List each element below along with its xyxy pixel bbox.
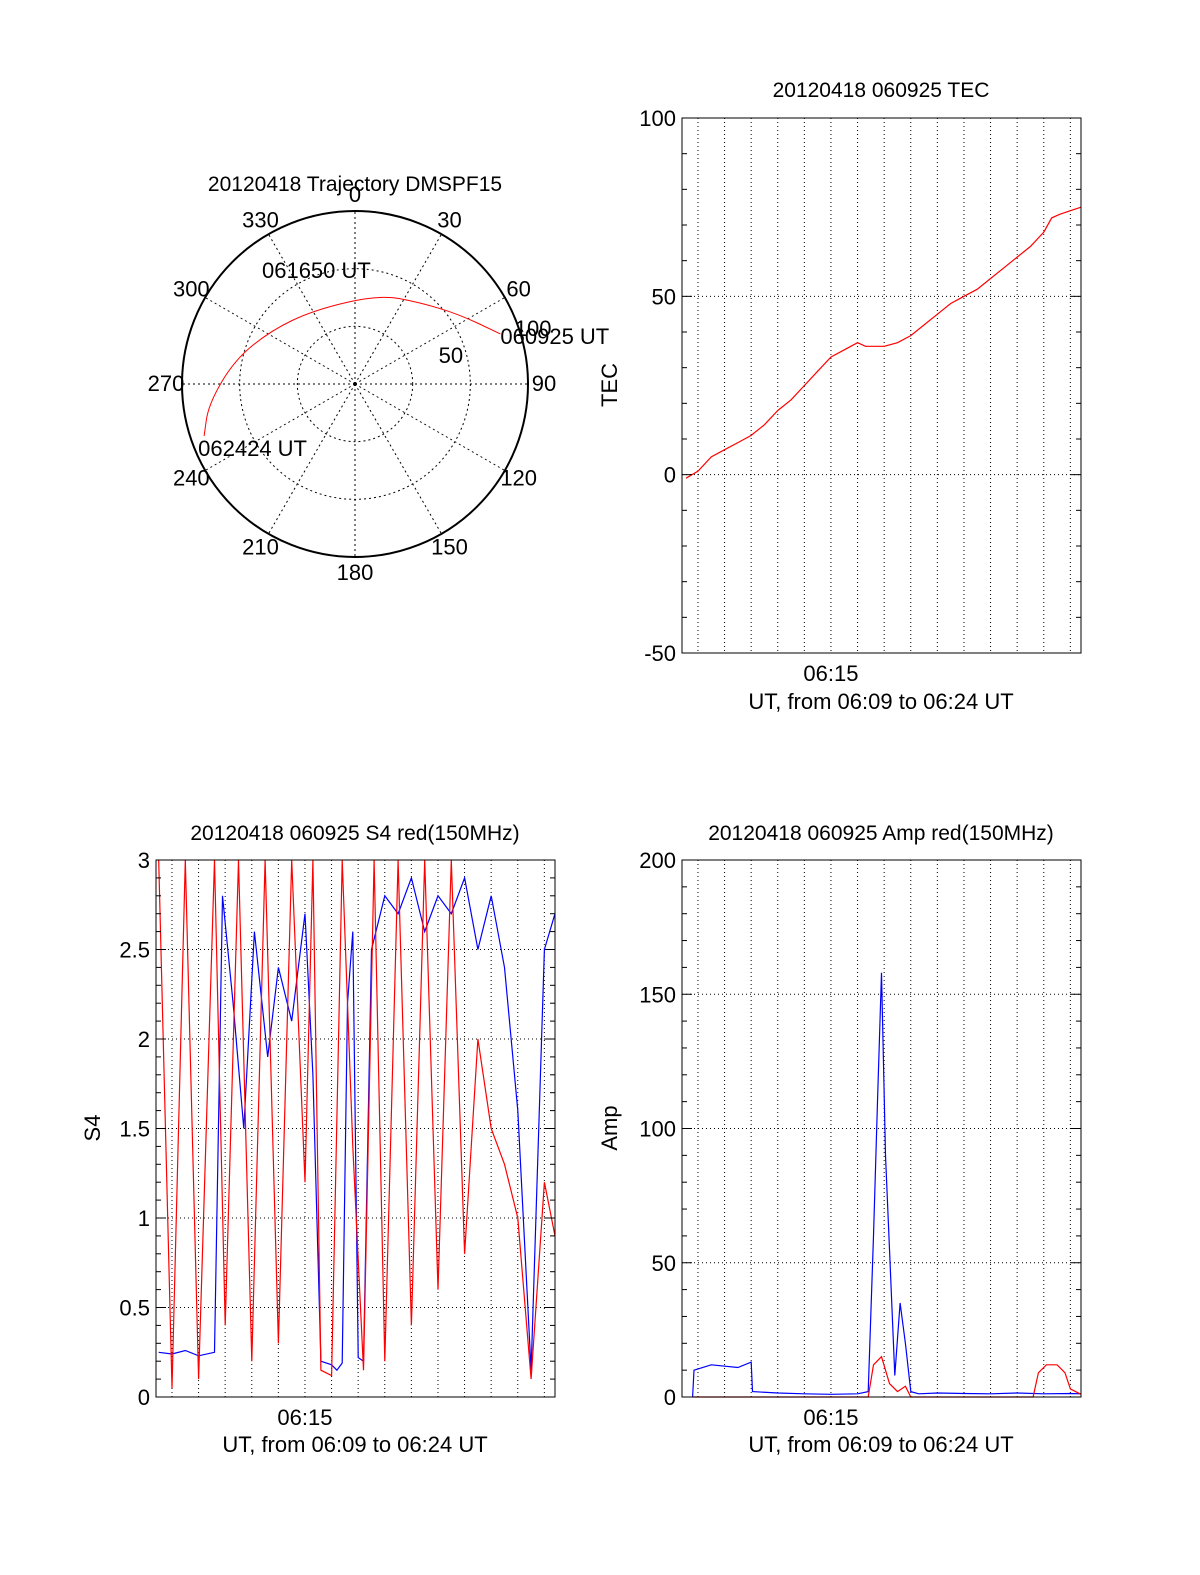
tec-tick-labels: -50 0 50 100 06:15 <box>639 106 858 686</box>
trajectory-line <box>203 296 501 436</box>
x-tick-label: 06:15 <box>277 1405 332 1430</box>
tec-axes <box>681 117 1082 654</box>
amp-title: 20120418 060925 Amp red(150MHz) <box>708 822 1054 845</box>
tec-x-label: UT, from 06:09 to 06:24 UT <box>748 689 1013 714</box>
polar-title: 20120418 Trajectory DMSPF15 <box>208 173 502 196</box>
amp-axes <box>681 859 1082 1398</box>
y-tick-label: 3 <box>138 848 150 873</box>
trajectory-time-label: 060925 UT <box>500 324 609 349</box>
amp-tick-labels: 0 50 100 150 200 06:15 <box>639 848 858 1430</box>
polar-angle-label: 90 <box>532 371 556 396</box>
amp-y-label: Amp <box>597 1105 622 1150</box>
s4-axes <box>155 859 556 1398</box>
polar-angle-label: 300 <box>173 277 210 302</box>
y-tick-label: 0.5 <box>119 1296 150 1321</box>
trajectory-time-label: 062424 UT <box>198 436 307 461</box>
polar-angle-label: 270 <box>148 371 185 396</box>
amp-x-label: UT, from 06:09 to 06:24 UT <box>748 1432 1013 1457</box>
polar-angle-label: 330 <box>242 207 279 232</box>
x-tick-label: 06:15 <box>803 1405 858 1430</box>
tec-grid <box>682 117 1081 654</box>
y-tick-label: 200 <box>639 848 676 873</box>
polar-spoke-300 <box>204 297 356 385</box>
polar-spoke-240 <box>204 383 356 471</box>
series-line-1 <box>692 1355 1082 1398</box>
s4-y-label: S4 <box>80 1115 105 1142</box>
amp-grid <box>682 859 1081 1398</box>
plot-frame <box>681 859 1082 1398</box>
polar-angle-label: 210 <box>242 535 279 560</box>
polar-angle-label: 150 <box>431 535 468 560</box>
polar-angle-label: 240 <box>173 466 210 491</box>
s4-grid <box>156 859 555 1398</box>
polar-spoke-30 <box>354 233 442 385</box>
y-tick-label: 1 <box>138 1206 150 1231</box>
trajectory-time-label: 061650 UT <box>262 258 371 283</box>
polar-radius-label: 100 <box>515 316 552 341</box>
polar-spoke-60 <box>354 297 506 385</box>
amp-panel: 20120418 060925 Amp red(150MHz) Amp UT, … <box>597 822 1082 1457</box>
series-line-1 <box>158 859 556 1389</box>
tec-title: 20120418 060925 TEC <box>773 79 990 102</box>
plot-frame <box>681 117 1082 654</box>
trajectory-time-labels: 060925 UT 061650 UT 062424 UT <box>198 258 609 461</box>
y-tick-label: 0 <box>138 1385 150 1410</box>
polar-spoke-120 <box>354 383 506 471</box>
y-tick-label: 2 <box>138 1027 150 1052</box>
s4-title: 20120418 060925 S4 red(150MHz) <box>190 822 519 845</box>
y-tick-label: 0 <box>664 1385 676 1410</box>
polar-spoke-210 <box>268 383 356 535</box>
x-tick-label: 06:15 <box>803 661 858 686</box>
polar-angle-label: 120 <box>500 466 537 491</box>
polar-angle-label: 180 <box>337 560 374 585</box>
polar-angle-labels: 0 30 60 90 120 150 180 210 240 270 300 330 <box>148 182 557 585</box>
s4-series <box>158 859 556 1389</box>
polar-spoke-150 <box>354 383 442 535</box>
polar-grid <box>181 210 529 558</box>
series-line-0 <box>685 206 1082 479</box>
y-tick-label: 2.5 <box>119 938 150 963</box>
y-tick-label: 150 <box>639 982 676 1007</box>
y-tick-label: 100 <box>639 1117 676 1142</box>
polar-radius-labels: 50 100 <box>439 316 552 368</box>
polar-outer-circle <box>181 210 529 558</box>
polar-radius-label: 50 <box>439 343 463 368</box>
tec-y-label: TEC <box>597 363 622 407</box>
polar-angle-label: 0 <box>349 182 361 207</box>
y-tick-label: 1.5 <box>119 1117 150 1142</box>
y-tick-label: 100 <box>639 106 676 131</box>
polar-angle-label: 30 <box>437 207 461 232</box>
series-line-0 <box>692 972 1082 1398</box>
s4-tick-labels: 0 0.5 1 1.5 2 2.5 3 06:15 <box>119 848 332 1430</box>
y-tick-label: 50 <box>652 284 676 309</box>
tec-panel: 20120418 060925 TEC TEC UT, from 06:09 t… <box>597 79 1082 714</box>
s4-panel: 20120418 060925 S4 red(150MHz) S4 UT, fr… <box>80 822 556 1457</box>
s4-x-label: UT, from 06:09 to 06:24 UT <box>222 1432 487 1457</box>
polar-trajectory-plot: 20120418 Trajectory DMSPF15 0 30 60 90 120 15… <box>148 173 610 585</box>
polar-spoke-330 <box>268 233 356 385</box>
polar-ring-2 <box>296 325 414 443</box>
series-line-0 <box>158 875 556 1372</box>
amp-series <box>692 972 1082 1398</box>
y-tick-label: 50 <box>652 1251 676 1276</box>
y-tick-label: 0 <box>664 463 676 488</box>
polar-angle-label: 60 <box>506 277 530 302</box>
y-tick-label: -50 <box>644 641 676 666</box>
tec-series <box>685 206 1082 479</box>
